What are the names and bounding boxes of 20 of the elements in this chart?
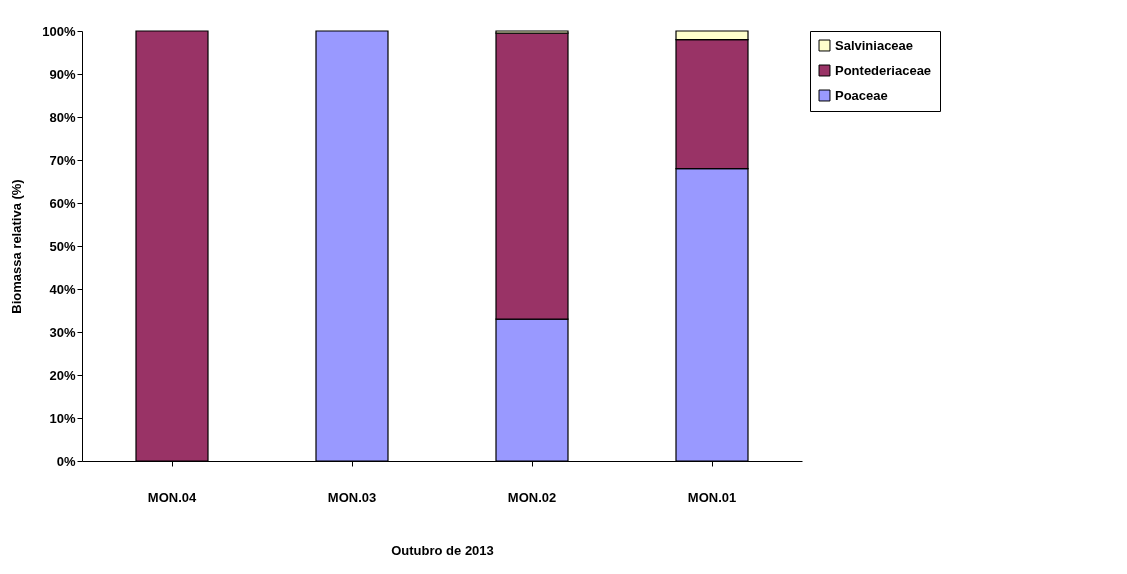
x-tick-label: MON.04	[147, 489, 197, 505]
y-tick-label: 70%	[49, 152, 76, 168]
y-tick-label: 50%	[49, 238, 76, 254]
y-tick-label: 100%	[42, 23, 76, 39]
x-tick-label: MON.01	[687, 489, 737, 505]
y-tick-label: 30%	[49, 324, 76, 340]
y-tick-label: 20%	[49, 367, 76, 383]
y-tick-label: 90%	[49, 66, 76, 82]
legend-label: Poaceae	[835, 87, 888, 103]
legend-label: Pontederiaceae	[835, 62, 932, 78]
y-tick-label: 80%	[49, 109, 76, 125]
y-tick-label: 10%	[49, 410, 76, 426]
x-tick-label: MON.03	[327, 489, 377, 505]
y-axis-title: Biomassa relativa (%)	[9, 179, 25, 314]
x-tick-label: MON.02	[507, 489, 557, 505]
y-tick-label: 0%	[56, 453, 76, 469]
y-tick-label: 40%	[49, 281, 76, 297]
x-axis-title: Outubro de 2013	[391, 542, 494, 558]
legend-label: Salviniaceae	[835, 37, 914, 53]
y-tick-label: 60%	[49, 195, 76, 211]
